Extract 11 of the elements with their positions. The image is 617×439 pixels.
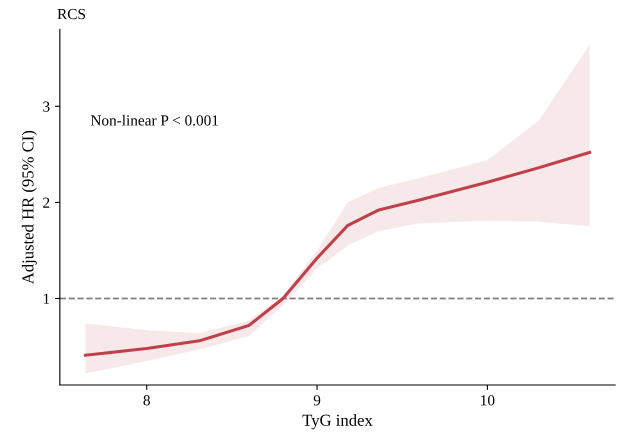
annotation: Non-linear P < 0.001 [90, 114, 218, 126]
x-axis-title: TyG index [302, 414, 373, 430]
x-tick-label: 8 [143, 395, 150, 406]
x-tick-label: 9 [314, 395, 320, 406]
y-tick-label: 3 [43, 101, 50, 112]
line-series [84, 150, 592, 357]
chart-title: RCS [58, 8, 86, 20]
x-tick-label: 10 [481, 395, 494, 406]
y-tick-label: 1 [44, 294, 50, 304]
y-axis-title: Adjusted HR (95% CI) [22, 130, 37, 284]
y-tick-label: 2 [43, 198, 50, 208]
